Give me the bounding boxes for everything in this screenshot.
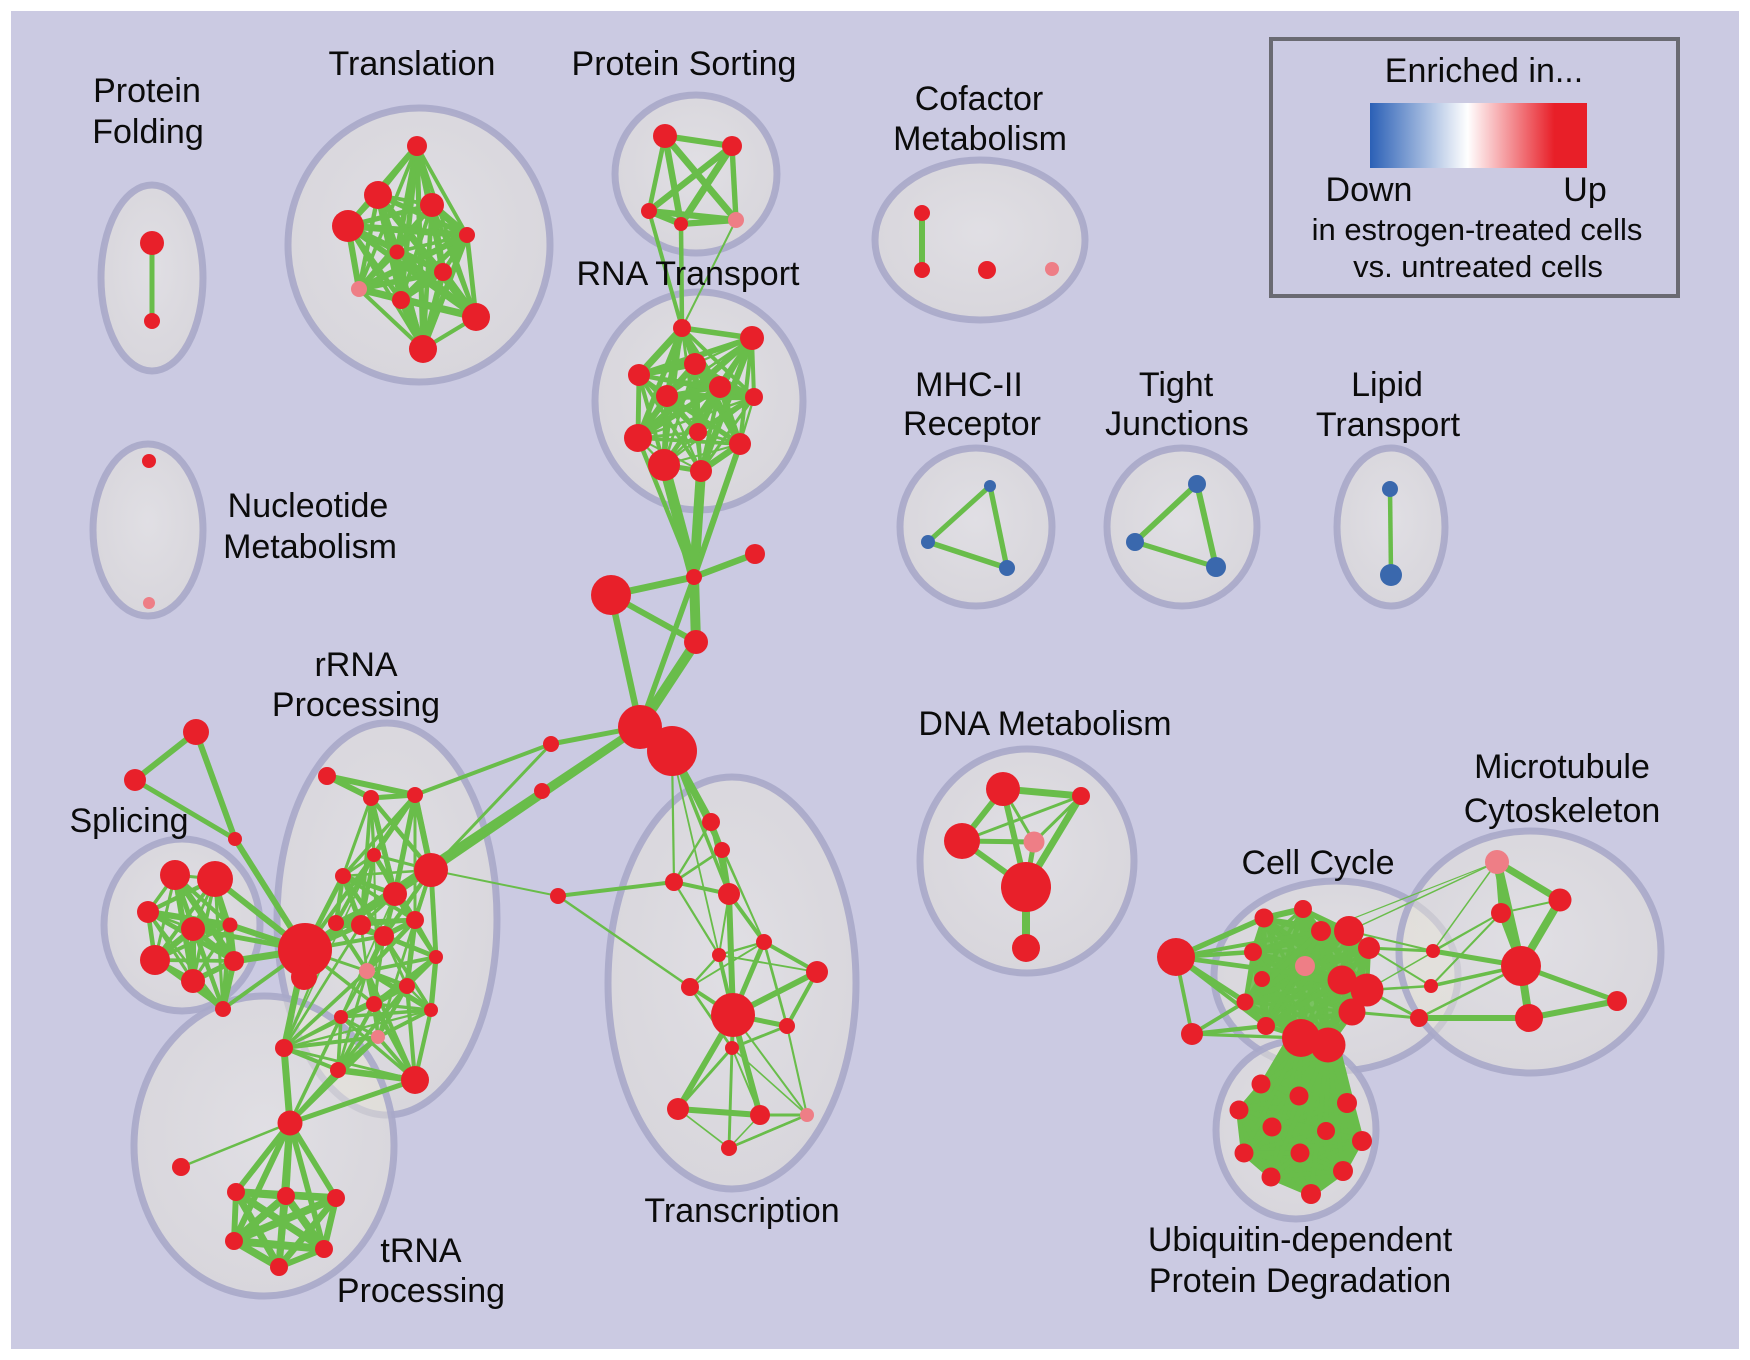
svg-text:Splicing: Splicing: [69, 802, 188, 840]
svg-text:Folding: Folding: [92, 113, 204, 151]
svg-text:Junctions: Junctions: [1105, 405, 1249, 443]
svg-text:Cell Cycle: Cell Cycle: [1241, 844, 1394, 882]
svg-text:tRNA: tRNA: [380, 1232, 462, 1270]
svg-text:RNA Transport: RNA Transport: [577, 255, 801, 293]
svg-text:Microtubule: Microtubule: [1474, 748, 1650, 786]
svg-text:Cytoskeleton: Cytoskeleton: [1464, 792, 1661, 830]
svg-text:Enriched in...: Enriched in...: [1385, 52, 1583, 90]
svg-text:Metabolism: Metabolism: [223, 528, 397, 566]
svg-text:Protein Degradation: Protein Degradation: [1149, 1262, 1451, 1300]
svg-text:Transcription: Transcription: [644, 1192, 839, 1230]
svg-text:Protein Sorting: Protein Sorting: [572, 45, 797, 83]
svg-text:Tight: Tight: [1139, 366, 1214, 404]
svg-text:DNA Metabolism: DNA Metabolism: [918, 705, 1171, 743]
svg-text:Processing: Processing: [272, 686, 440, 724]
svg-text:Metabolism: Metabolism: [893, 120, 1067, 158]
svg-text:MHC-II: MHC-II: [915, 366, 1023, 404]
svg-text:Down: Down: [1326, 171, 1413, 209]
svg-text:Receptor: Receptor: [903, 405, 1041, 443]
svg-text:Translation: Translation: [329, 45, 496, 83]
svg-text:in estrogen-treated cells: in estrogen-treated cells: [1312, 212, 1643, 247]
svg-text:rRNA: rRNA: [314, 646, 397, 684]
svg-text:Nucleotide: Nucleotide: [228, 487, 389, 525]
svg-text:vs. untreated cells: vs. untreated cells: [1353, 249, 1603, 284]
svg-text:Lipid: Lipid: [1351, 366, 1423, 404]
svg-text:Up: Up: [1563, 171, 1606, 209]
svg-text:Ubiquitin-dependent: Ubiquitin-dependent: [1148, 1221, 1453, 1259]
svg-text:Protein: Protein: [93, 72, 201, 110]
svg-text:Cofactor: Cofactor: [915, 80, 1044, 118]
svg-text:Transport: Transport: [1316, 406, 1461, 444]
svg-text:Processing: Processing: [337, 1272, 505, 1310]
